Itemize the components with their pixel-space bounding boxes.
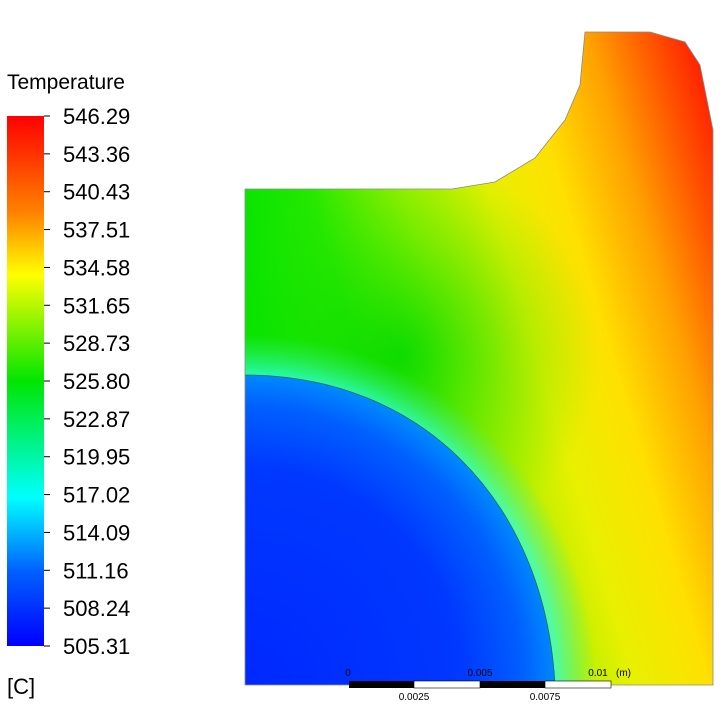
legend-tick-label: 508.24 — [63, 596, 130, 621]
legend-tick-label: 514.09 — [63, 520, 130, 545]
scale-label-0-0075: 0.0075 — [530, 692, 561, 703]
scale-segment-4 — [544, 680, 612, 689]
legend-title: Temperature — [7, 71, 125, 94]
legend-tick-label: 517.02 — [63, 483, 130, 508]
legend-tick-label: 505.31 — [63, 634, 130, 659]
scale-segment-2 — [413, 680, 481, 689]
legend-unit: [C] — [7, 674, 35, 699]
legend-color-bar — [7, 116, 44, 646]
legend-tick-label: 546.29 — [63, 104, 130, 129]
legend-ticks: 546.29 543.36 540.43 537.51 534.58 531.65 528.… — [44, 104, 130, 659]
legend-tick-label: 528.73 — [63, 331, 130, 356]
scale-label-0-01: 0.01 — [588, 668, 608, 679]
scale-label-0-0025: 0.0025 — [399, 692, 430, 703]
legend-tick-label: 522.87 — [63, 407, 130, 432]
scale-segment-3 — [480, 681, 545, 688]
contour-body — [245, 32, 713, 685]
legend-tick-label: 519.95 — [63, 445, 130, 470]
scale-label-0-005: 0.005 — [467, 668, 492, 679]
cold-disk-region — [245, 374, 556, 685]
legend-tick-label: 537.51 — [63, 218, 130, 243]
legend-tick-label: 511.16 — [63, 558, 129, 583]
legend-tick-label: 543.36 — [63, 142, 130, 167]
scale-segment-1 — [349, 681, 414, 688]
legend-tick-label: 525.80 — [63, 369, 130, 394]
body-outline — [244, 31, 714, 686]
legend-tick-label: 534.58 — [63, 255, 130, 280]
scale-unit: (m) — [616, 668, 631, 679]
legend-tick-label: 540.43 — [63, 180, 130, 205]
legend-tick-label: 531.65 — [63, 293, 130, 318]
scale-label-0: 0 — [345, 668, 351, 679]
scale-bar: 0 0.005 0.01 (m) 0.0025 0.0075 — [345, 668, 631, 703]
